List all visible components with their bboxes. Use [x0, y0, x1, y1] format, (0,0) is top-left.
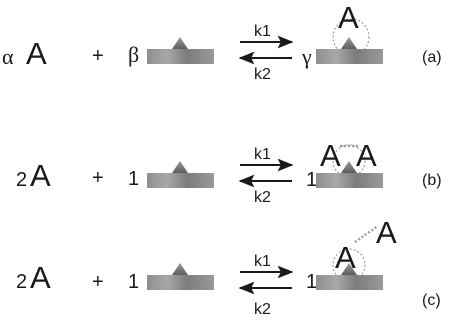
row-label-a: (a)	[422, 49, 442, 66]
equilibrium-arrows	[238, 158, 294, 188]
coef-2: 2	[16, 271, 27, 293]
adsorbed-product-pair: A A	[316, 215, 397, 290]
rate-constant-k1: k1	[254, 23, 271, 40]
coef-beta: β	[128, 42, 139, 67]
row-label-c: (c)	[422, 292, 441, 309]
species-a-adsorbed-left: A	[320, 138, 341, 173]
rate-constant-k1: k1	[254, 146, 271, 163]
surface-with-site	[147, 263, 214, 290]
species-a-reactant: A	[26, 36, 47, 71]
species-a-reactant: A	[30, 260, 51, 295]
rate-constant-k1: k1	[254, 253, 271, 270]
coef-2: 2	[16, 169, 27, 191]
species-a-adsorbed: A	[338, 0, 359, 35]
coef-alpha: α	[2, 44, 14, 69]
reaction-row-b: 2 A + 1 k1 k2 1 A A (b)	[16, 138, 442, 206]
rate-constant-k2: k2	[254, 189, 271, 206]
plus-sign: +	[92, 167, 104, 189]
coef-1: 1	[128, 271, 139, 293]
equilibrium-arrows	[238, 265, 294, 295]
species-a-adsorbed-right: A	[356, 138, 377, 173]
row-label-b: (b)	[422, 172, 442, 189]
equilibrium-arrows	[238, 35, 294, 65]
plus-sign: +	[92, 271, 104, 293]
species-a-reactant: A	[30, 158, 51, 193]
adsorbed-product-pair: A A	[316, 138, 383, 188]
coef-gamma: γ	[301, 44, 312, 69]
rate-constant-k2: k2	[254, 66, 271, 83]
surface-with-site	[147, 161, 214, 188]
plus-sign: +	[92, 45, 104, 67]
reaction-row-a: α A + β k1 k2 γ A (a)	[2, 0, 442, 83]
reaction-row-c: 2 A + 1 k1 k2 1 A A (c)	[16, 215, 441, 318]
adsorbed-product: A	[316, 0, 383, 64]
surface-with-site	[147, 37, 214, 64]
coef-1: 1	[128, 168, 139, 190]
coef-1-product: 1	[306, 169, 317, 191]
rate-constant-k2: k2	[254, 301, 271, 318]
coef-1-product: 1	[306, 271, 317, 293]
species-a-adsorbed: A	[335, 240, 356, 275]
species-a-desorbed: A	[376, 215, 397, 250]
